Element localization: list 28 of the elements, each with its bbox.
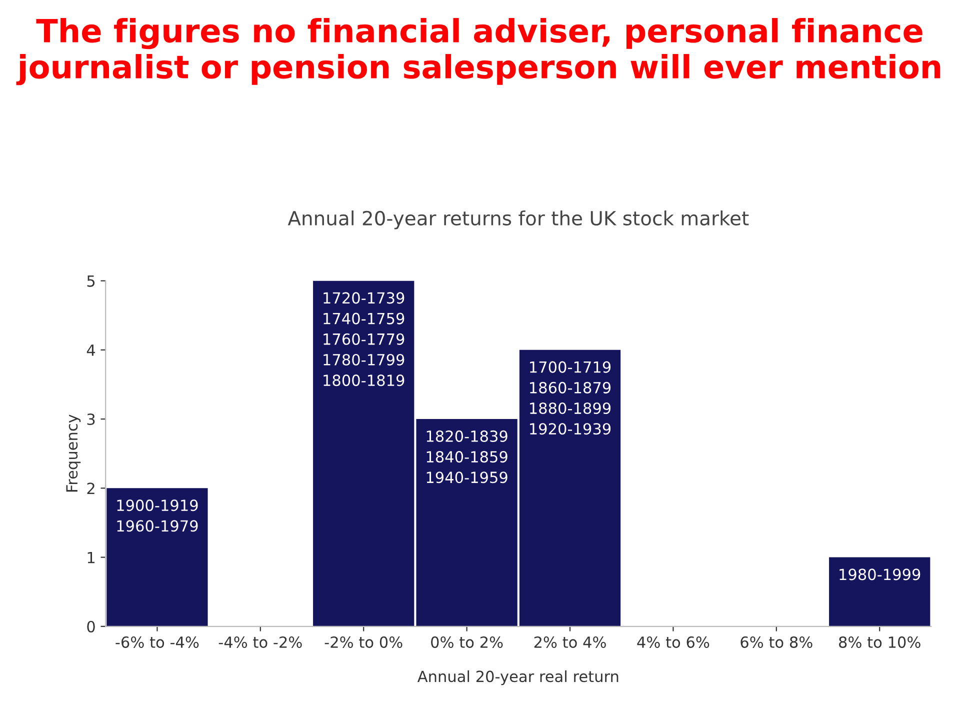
bar <box>416 419 518 626</box>
chart-title: The figures no financial adviser, personal finance journalist or pension salesperson will ever mention <box>16 18 940 86</box>
y-tick-label: 3 <box>87 414 95 426</box>
y-tick-label: 0 <box>87 620 95 632</box>
y-tick-label: 4 <box>86 344 96 356</box>
bar <box>829 557 930 626</box>
y-tick-label: 2 <box>87 482 94 494</box>
bar <box>313 280 414 626</box>
x-tick-label: -4% to -2% <box>218 636 302 648</box>
x-tick-label: 8% to 10% <box>839 636 920 648</box>
annotation: 1900-1919 1960-1979 <box>117 500 198 532</box>
annotation: 1720-1739 1740-1759 1760-1779 1780-1799 1800-1819 <box>324 292 404 386</box>
chart-subtitle: Annual 20-year returns for the UK stock market <box>288 210 749 230</box>
x-tick-label: 4% to 6% <box>637 636 710 648</box>
x-tick-label: -2% to 0% <box>324 636 402 648</box>
annotation: 1820-1839 1840-1859 1940-1959 <box>426 430 508 484</box>
annotation: 1980-1999 <box>840 568 920 580</box>
x-tick-label: -6% to -4% <box>116 636 199 648</box>
y-axis-title: Frequency <box>66 414 81 492</box>
x-tick-label: 2% to 4% <box>534 636 606 648</box>
x-tick-label: 0% to 2% <box>431 636 503 648</box>
y-tick-label: 5 <box>87 275 95 287</box>
x-axis-title: Annual 20-year real return <box>417 670 618 686</box>
bar <box>519 350 621 626</box>
x-tick-label: 6% to 8% <box>740 636 812 648</box>
bar <box>106 488 208 626</box>
annotation: 1700-1719 1860-1879 1880-1899 1920-1939 <box>530 361 611 435</box>
y-tick-label: 1 <box>88 552 94 564</box>
